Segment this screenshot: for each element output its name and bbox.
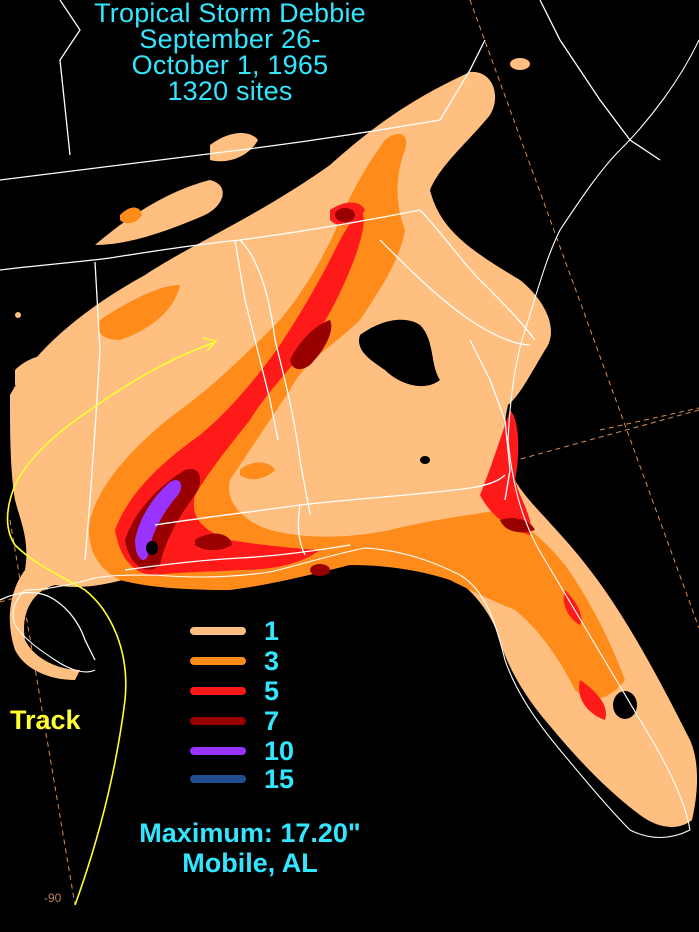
- legend-label-1: 1: [264, 616, 280, 646]
- rainfall-1in-area: [9, 58, 698, 827]
- title-date-end: October 1, 1965: [131, 50, 329, 80]
- map-title: Tropical Storm Debbie September 26- Octo…: [0, 0, 460, 106]
- longitude-label: -90: [44, 891, 62, 905]
- legend-label-15: 15: [264, 764, 295, 794]
- legend-row-5: 5: [186, 676, 326, 706]
- legend-swatch-1: [190, 627, 246, 635]
- legend-swatch-5: [190, 687, 246, 695]
- legend-row-15: 15: [186, 764, 326, 794]
- coastline: [12, 39, 699, 838]
- legend-row-10: 10: [186, 736, 326, 766]
- legend-row-3: 3: [186, 646, 326, 676]
- legend-label-5: 5: [264, 676, 280, 706]
- title-date-start: September 26-: [139, 24, 321, 54]
- legend-row-1: 1: [186, 616, 326, 646]
- legend-label-3: 3: [264, 646, 280, 676]
- storm-track: [6, 337, 218, 906]
- rainfall-10in-area: [135, 480, 182, 560]
- state-boundaries: [0, 0, 661, 661]
- legend-swatch-3: [190, 657, 246, 665]
- track-label: Track: [10, 705, 81, 735]
- title-site-count: 1320 sites: [167, 76, 293, 106]
- legend-swatch-15: [190, 775, 246, 783]
- title-storm-name: Tropical Storm Debbie: [94, 0, 366, 28]
- legend-label-10: 10: [264, 736, 295, 766]
- legend-row-7: 7: [186, 706, 326, 736]
- maximum-value: Maximum: 17.20": [139, 818, 361, 848]
- legend-label-7: 7: [264, 706, 280, 736]
- no-rain-holes: [146, 319, 637, 719]
- maximum-location: Mobile, AL: [182, 848, 318, 878]
- maximum-rainfall: Maximum: 17.20" Mobile, AL: [100, 818, 400, 878]
- legend-swatch-10: [190, 747, 246, 755]
- legend-swatch-7: [190, 717, 246, 725]
